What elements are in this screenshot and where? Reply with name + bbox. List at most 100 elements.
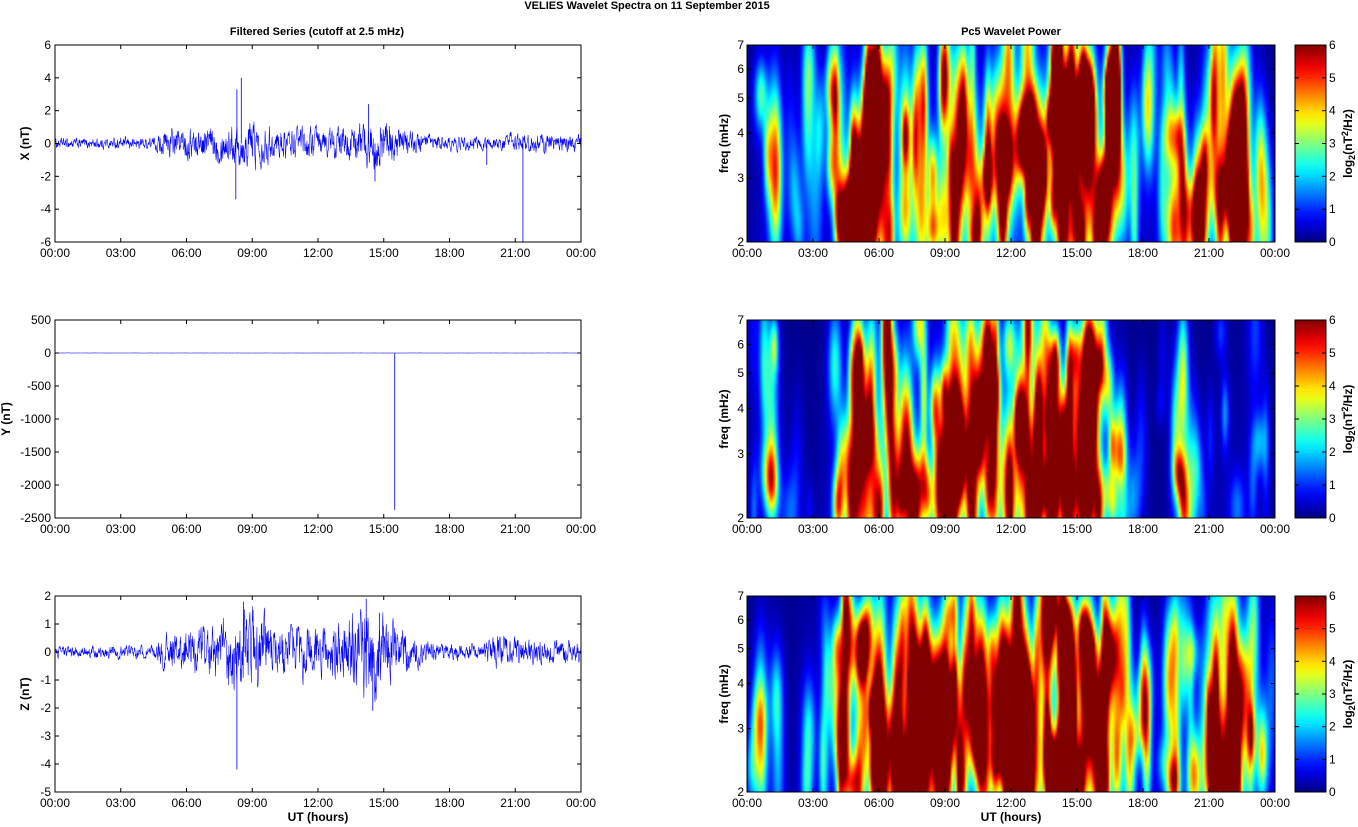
y-tick-label: 2: [737, 235, 744, 249]
x-tick-label-3: 00:00: [732, 246, 762, 260]
colorbar: [1294, 319, 1327, 519]
x-tick-label-2: 12:00: [303, 796, 333, 810]
y-tick-label: 7: [737, 38, 744, 52]
y-tick-label: 6: [737, 613, 744, 627]
x-tick-label-2: 21:00: [500, 796, 530, 810]
colorbar-tick-label: 6: [1329, 38, 1336, 52]
y-axis-label: Y (nT): [0, 402, 13, 436]
colorbar-tick-label: 2: [1329, 445, 1336, 459]
y-tick-label: 5: [737, 366, 744, 380]
x-axis-label: UT (hours): [288, 810, 349, 824]
x-tick-label-3: 12:00: [996, 246, 1026, 260]
colorbar-tick-label: 1: [1329, 478, 1336, 492]
y-tick-label: 0: [44, 645, 51, 659]
y-tick-label: -2500: [20, 511, 51, 525]
wavelet-power-heatmap: [747, 596, 1275, 792]
x-tick-label-4: 00:00: [1260, 522, 1290, 536]
y-tick-label: 2: [737, 785, 744, 799]
colorbar-tick-label: 1: [1329, 752, 1336, 766]
x-tick-label-2: 09:00: [237, 796, 267, 810]
x-tick-label-4: 03:00: [798, 522, 828, 536]
x-tick-label-2: 06:00: [171, 796, 201, 810]
series-line: [55, 121, 581, 171]
x-tick-label-0: 00:00: [566, 246, 596, 260]
x-tick-label-5: 00:00: [732, 796, 762, 810]
x-tick-label-1: 06:00: [171, 522, 201, 536]
x-tick-label-1: 21:00: [500, 522, 530, 536]
y-tick-label: 2: [737, 511, 744, 525]
x-tick-label-2: 18:00: [434, 796, 464, 810]
x-tick-label-3: 06:00: [864, 246, 894, 260]
x-tick-label-3: 09:00: [930, 246, 960, 260]
x-tick-label-1: 00:00: [566, 522, 596, 536]
x-tick-label-1: 03:00: [106, 522, 136, 536]
colorbar: [1294, 595, 1327, 793]
x-axis-label: UT (hours): [981, 810, 1042, 824]
x-tick-label-5: 18:00: [1128, 796, 1158, 810]
colorbar-tick-label: 4: [1329, 379, 1336, 393]
y-tick-label: 2: [44, 104, 51, 118]
x-tick-label-0: 03:00: [106, 246, 136, 260]
y-axis-label: Z (nT): [18, 677, 32, 710]
y-tick-label: 500: [31, 313, 51, 327]
y-axis-label: X (nT): [18, 127, 32, 161]
y-axis-label: freq (mHz): [717, 389, 731, 448]
colorbar-tick-label: 0: [1329, 511, 1336, 525]
colorbar-tick-label: 5: [1329, 622, 1336, 636]
x-tick-label-2: 15:00: [369, 796, 399, 810]
colorbar-tick-label: 5: [1329, 346, 1336, 360]
x-tick-label-4: 18:00: [1128, 522, 1158, 536]
x-tick-label-3: 00:00: [1260, 246, 1290, 260]
colorbar-label: log2(nT2/Hz): [1340, 660, 1357, 729]
y-tick-label: -1000: [20, 412, 51, 426]
x-tick-label-1: 12:00: [303, 522, 333, 536]
x-tick-label-3: 21:00: [1194, 246, 1224, 260]
colorbar-tick-label: 4: [1329, 654, 1336, 668]
y-axis-label: freq (mHz): [717, 664, 731, 723]
colorbar-tick-label: 3: [1329, 687, 1336, 701]
y-tick-label: -2: [40, 169, 51, 183]
colorbar-tick-label: 1: [1329, 202, 1336, 216]
x-tick-label-2: 03:00: [106, 796, 136, 810]
x-tick-label-5: 12:00: [996, 796, 1026, 810]
x-tick-label-0: 06:00: [171, 246, 201, 260]
series-line: [55, 606, 581, 703]
y-tick-label: 6: [737, 337, 744, 351]
x-tick-label-2: 00:00: [566, 796, 596, 810]
plot-area: [55, 596, 581, 792]
x-tick-label-1: 15:00: [369, 522, 399, 536]
colorbar-tick-label: 2: [1329, 169, 1336, 183]
y-tick-label: -4: [40, 202, 51, 216]
x-tick-label-3: 18:00: [1128, 246, 1158, 260]
x-tick-label-5: 03:00: [798, 796, 828, 810]
y-tick-label: 5: [737, 91, 744, 105]
x-tick-label-0: 15:00: [369, 246, 399, 260]
colorbar-tick-label: 2: [1329, 720, 1336, 734]
y-tick-label: -6: [40, 235, 51, 249]
x-tick-label-4: 00:00: [732, 522, 762, 536]
colorbar-tick-label: 4: [1329, 104, 1336, 118]
x-tick-label-0: 09:00: [237, 246, 267, 260]
y-tick-label: -1: [40, 673, 51, 687]
x-tick-label-5: 00:00: [1260, 796, 1290, 810]
y-tick-label: 3: [737, 171, 744, 185]
x-tick-label-0: 00:00: [40, 246, 70, 260]
x-tick-label-3: 03:00: [798, 246, 828, 260]
y-tick-label: 4: [737, 401, 744, 415]
y-tick-label: 7: [737, 589, 744, 603]
wavelet-power-heatmap: [747, 45, 1275, 242]
y-tick-label: -4: [40, 757, 51, 771]
y-tick-label: 1: [44, 617, 51, 631]
y-tick-label: 4: [737, 677, 744, 691]
y-tick-label: -500: [27, 379, 51, 393]
colorbar-tick-label: 3: [1329, 137, 1336, 151]
right-column-title: Pc5 Wavelet Power: [961, 26, 1062, 38]
colorbar-tick-label: 3: [1329, 412, 1336, 426]
x-tick-label-2: 00:00: [40, 796, 70, 810]
colorbar-tick-label: 0: [1329, 785, 1336, 799]
y-tick-label: -3: [40, 729, 51, 743]
y-tick-label: 3: [737, 447, 744, 461]
colorbar-label: log2(nT2/Hz): [1340, 385, 1357, 454]
colorbar-label: log2(nT2/Hz): [1340, 109, 1357, 178]
x-tick-label-1: 00:00: [40, 522, 70, 536]
